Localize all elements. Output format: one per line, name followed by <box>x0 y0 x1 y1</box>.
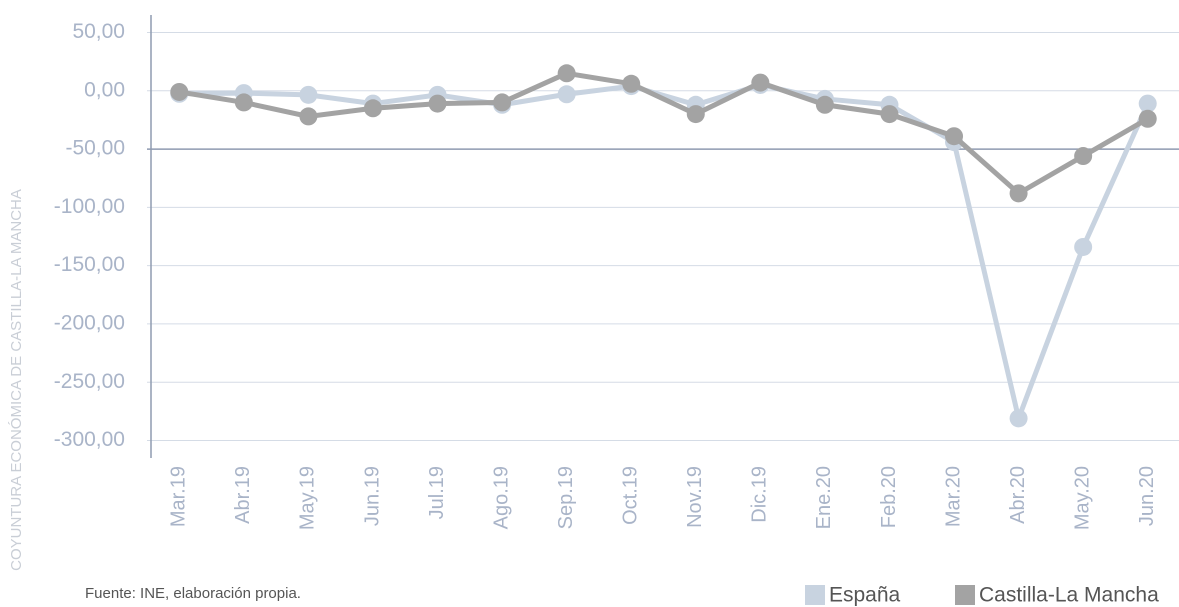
x-tick-label: Mar.19 <box>168 466 190 527</box>
x-tick-label: Oct.19 <box>620 466 642 525</box>
point <box>428 94 447 113</box>
legend-label: Castilla-La Mancha <box>979 584 1159 607</box>
point <box>686 105 705 124</box>
series-line <box>178 70 1149 197</box>
point <box>493 93 512 112</box>
x-tick-label: Sep.19 <box>555 466 577 529</box>
source: Fuente: INE, elaboración propia. <box>85 585 301 602</box>
point <box>557 85 576 104</box>
y-tick-label: -50,00 <box>65 137 125 160</box>
legend-label: España <box>829 584 901 607</box>
legend-swatch <box>955 585 975 605</box>
point <box>1074 237 1093 256</box>
point <box>880 105 899 124</box>
y-tick-label: -300,00 <box>54 428 125 451</box>
y-tick-label: -200,00 <box>54 311 125 334</box>
point <box>622 74 641 93</box>
point <box>234 93 253 112</box>
point <box>170 82 189 101</box>
x-tick-label: Abr.20 <box>1007 466 1029 524</box>
point <box>1074 147 1093 166</box>
point <box>751 73 770 92</box>
y-tick-label: -150,00 <box>54 253 125 276</box>
x-tick-label: Jun.19 <box>361 466 383 526</box>
point <box>299 107 318 126</box>
point <box>945 127 964 146</box>
x-tick-label: May.19 <box>297 466 319 530</box>
point <box>1009 409 1028 428</box>
point <box>1138 109 1157 128</box>
x-tick-label: Dic.19 <box>749 466 771 523</box>
point <box>815 95 834 114</box>
x-tick-label: Nov.19 <box>684 466 706 528</box>
x-tick-label: Abr.19 <box>232 466 254 524</box>
y-tick-label: 50,00 <box>72 20 125 43</box>
x-tick-label: Jul.19 <box>426 466 448 519</box>
x-tick-label: Ago.19 <box>490 466 512 529</box>
x-tick-label: Ene.20 <box>813 466 835 529</box>
point <box>557 64 576 83</box>
x-tick-label: May.20 <box>1071 466 1093 530</box>
x-tick-label: Jun.20 <box>1136 466 1158 526</box>
point <box>1009 184 1028 203</box>
legend-swatch <box>805 585 825 605</box>
y-tick-label: 0,00 <box>84 78 125 101</box>
point <box>1138 94 1157 113</box>
x-tick-label: Mar.20 <box>942 466 964 527</box>
y-tick-label: -100,00 <box>54 195 125 218</box>
point <box>299 85 318 104</box>
side-text: COYUNTURA ECONÓMICA DE CASTILLA-LA MANCH… <box>8 189 25 571</box>
point <box>363 99 382 118</box>
series-line <box>179 82 1150 427</box>
y-tick-label: -250,00 <box>54 370 125 393</box>
x-tick-label: Feb.20 <box>878 466 900 528</box>
